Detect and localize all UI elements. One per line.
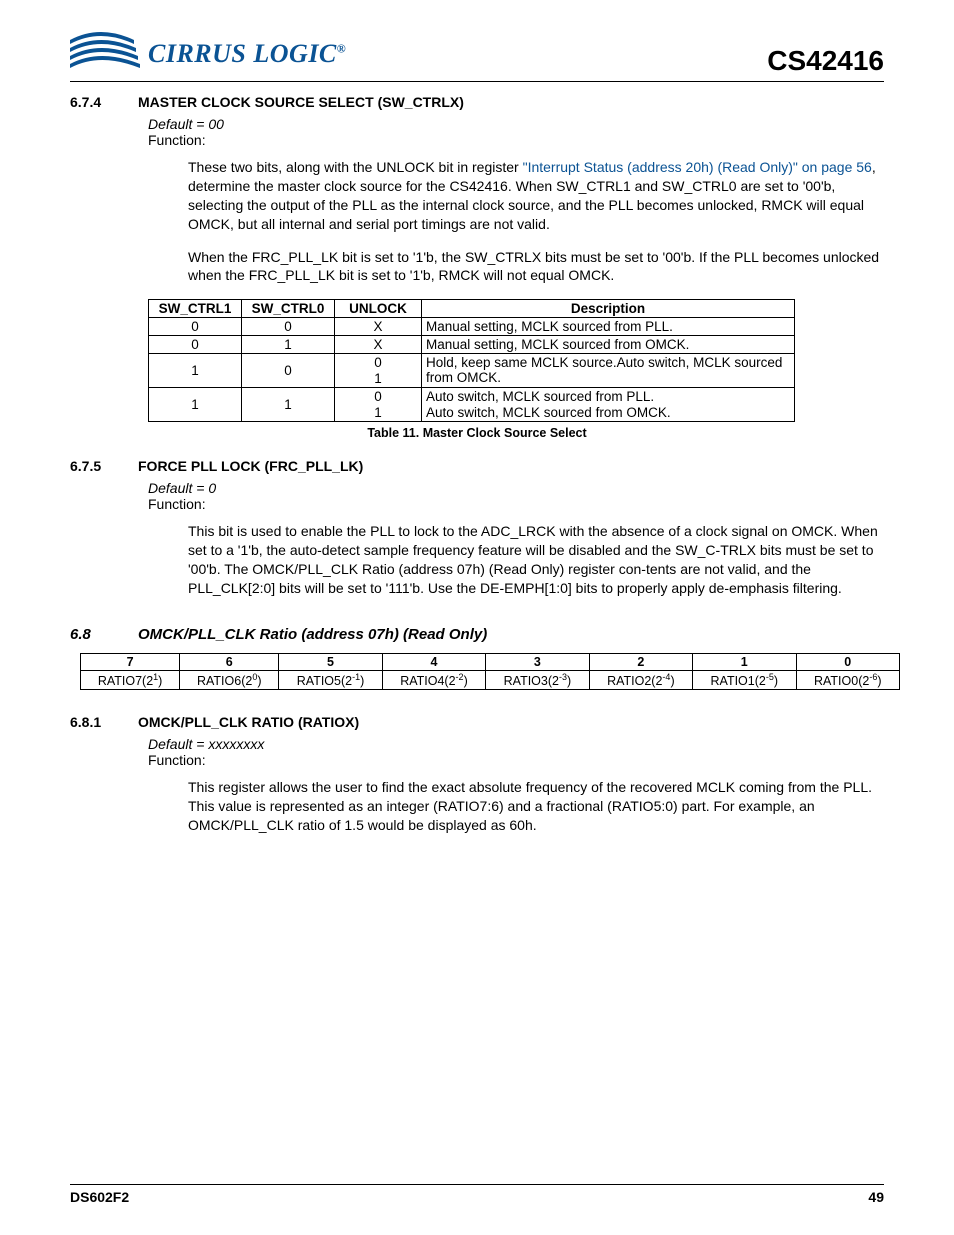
- table-row: SW_CTRL1 SW_CTRL0 UNLOCK Description: [149, 300, 795, 318]
- brand-name: CIRRUS LOGIC®: [148, 39, 346, 69]
- section-681-p1: This register allows the user to find th…: [188, 778, 884, 835]
- logo-stripes-icon: [70, 30, 144, 77]
- section-674-p1: These two bits, along with the UNLOCK bi…: [188, 158, 884, 234]
- table-row: 1 0 01 Hold, keep same MCLK source.Auto …: [149, 354, 795, 388]
- brand-logo: CIRRUS LOGIC®: [70, 30, 346, 77]
- table-row: 0 0 X Manual setting, MCLK sourced from …: [149, 318, 795, 336]
- page-header: CIRRUS LOGIC® CS42416: [70, 30, 884, 82]
- section-681-heading: 6.8.1OMCK/PLL_CLK RATIO (RATIOX): [70, 714, 884, 730]
- table-ratio-bits: 7 6 5 4 3 2 1 0 RATIO7(21) RATIO6(20) RA…: [80, 653, 900, 690]
- section-674-p2: When the FRC_PLL_LK bit is set to '1'b, …: [188, 248, 884, 286]
- section-68-heading: 6.8OMCK/PLL_CLK Ratio (address 07h) (Rea…: [70, 626, 884, 643]
- link-interrupt-status[interactable]: "Interrupt Status (address 20h) (Read On…: [523, 159, 872, 175]
- table-row: RATIO7(21) RATIO6(20) RATIO5(2-1) RATIO4…: [81, 670, 900, 689]
- section-681-default: Default = xxxxxxxx Function:: [148, 736, 884, 768]
- table-11-caption: Table 11. Master Clock Source Select: [70, 426, 884, 440]
- table-row: 0 1 X Manual setting, MCLK sourced from …: [149, 336, 795, 354]
- table-row: 1 1 01 Auto switch, MCLK sourced from PL…: [149, 388, 795, 422]
- section-675-heading: 6.7.5FORCE PLL LOCK (FRC_PLL_LK): [70, 458, 884, 474]
- table-master-clock-source: SW_CTRL1 SW_CTRL0 UNLOCK Description 0 0…: [148, 299, 795, 422]
- section-674-default: Default = 00 Function:: [148, 116, 884, 148]
- page-footer: DS602F2 49: [70, 1184, 884, 1205]
- footer-docid: DS602F2: [70, 1189, 129, 1205]
- footer-pageno: 49: [868, 1189, 884, 1205]
- section-674-heading: 6.7.4MASTER CLOCK SOURCE SELECT (SW_CTRL…: [70, 94, 884, 110]
- section-675-default: Default = 0 Function:: [148, 480, 884, 512]
- part-number: CS42416: [767, 45, 884, 77]
- section-675-p1: This bit is used to enable the PLL to lo…: [188, 522, 884, 598]
- table-row: 7 6 5 4 3 2 1 0: [81, 653, 900, 670]
